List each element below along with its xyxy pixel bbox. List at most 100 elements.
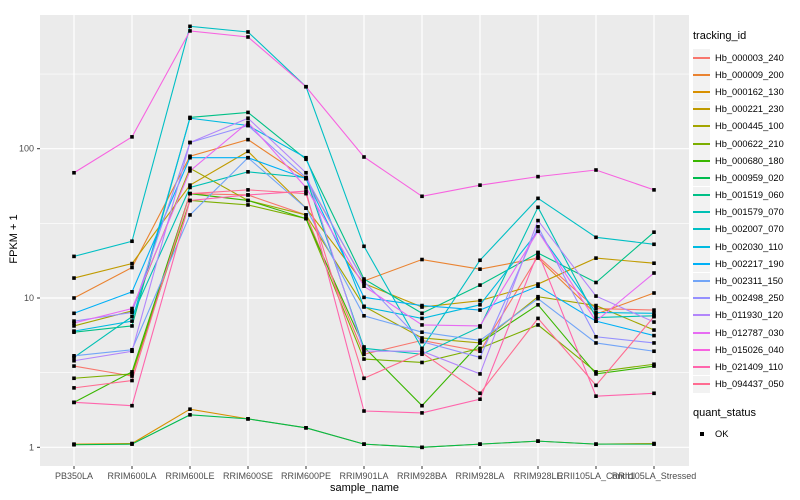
data-point-Hb_012787_030: [304, 185, 308, 190]
y-tick-label: 100: [19, 144, 34, 154]
data-point-Hb_000959_020: [72, 442, 76, 447]
data-point-Hb_021409_110: [72, 400, 76, 405]
data-point-Hb_000445_100: [304, 213, 308, 217]
data-point-Hb_021409_110: [246, 193, 250, 197]
data-point-Hb_002311_150: [594, 341, 598, 345]
data-point-Hb_002030_110: [304, 155, 308, 160]
data-point-Hb_094437_050: [362, 376, 366, 381]
x-tick-label: RRIM928BA: [397, 471, 447, 481]
x-tick-label: PB350LA: [55, 471, 93, 481]
data-point-Hb_002007_070: [536, 196, 540, 201]
x-tick-label: RRIM600LA: [107, 471, 156, 481]
data-point-Hb_002498_250: [304, 175, 308, 180]
data-point-Hb_002498_250: [130, 310, 134, 315]
data-point-Hb_000009_200: [246, 137, 250, 142]
data-point-Hb_094437_050: [594, 383, 598, 388]
data-point-Hb_000959_020: [362, 442, 366, 446]
data-point-Hb_001519_060: [478, 283, 482, 287]
data-point-Hb_094437_050: [304, 191, 308, 196]
data-point-Hb_002007_070: [420, 346, 424, 351]
legend-label: Hb_000009_200: [715, 69, 784, 80]
data-point-Hb_001579_070: [362, 346, 366, 351]
data-point-Hb_000221_230: [536, 282, 540, 286]
data-point-Hb_002030_110: [420, 316, 424, 321]
data-point-Hb_000680_180: [246, 198, 250, 203]
data-point-Hb_000680_180: [478, 341, 482, 345]
data-point-Hb_001519_060: [594, 280, 598, 285]
data-point-Hb_012787_030: [536, 229, 540, 234]
legend-label: Hb_000003_240: [715, 52, 784, 63]
data-point-Hb_000445_100: [188, 166, 192, 171]
legend-label: Hb_000445_100: [715, 121, 784, 132]
data-point-Hb_002217_190: [536, 284, 540, 288]
data-point-Hb_002030_110: [188, 116, 192, 121]
legend-key-line-icon: [693, 100, 710, 118]
legend-label: Hb_002498_250: [715, 293, 784, 304]
data-point-Hb_000959_020: [652, 442, 656, 446]
legend-label: Hb_094437_050: [715, 379, 784, 390]
data-point-Hb_094437_050: [246, 188, 250, 192]
data-point-Hb_094437_050: [478, 391, 482, 396]
legend-title-tracking-id: tracking_id: [693, 30, 747, 42]
data-point-Hb_002030_110: [652, 311, 656, 316]
data-point-Hb_000680_180: [304, 216, 308, 221]
legend-item-Hb_001519_060: Hb_001519_060: [693, 186, 799, 204]
data-point-Hb_094437_050: [130, 378, 134, 383]
data-point-Hb_000622_210: [72, 376, 76, 381]
data-point-Hb_002007_070: [188, 24, 192, 29]
legend-key-line-icon: [693, 358, 710, 376]
data-point-Hb_012787_030: [594, 319, 598, 323]
data-point-Hb_002007_070: [594, 235, 598, 240]
data-point-Hb_015026_040: [188, 29, 192, 33]
data-point-Hb_000680_180: [594, 372, 598, 376]
data-point-Hb_000221_230: [188, 183, 192, 187]
data-point-Hb_015026_040: [594, 168, 598, 172]
data-point-Hb_000959_020: [536, 439, 540, 443]
data-point-Hb_001579_070: [536, 205, 540, 210]
legend-item-Hb_094437_050: Hb_094437_050: [693, 375, 799, 393]
data-point-Hb_000622_210: [652, 362, 656, 367]
legend-item-Hb_002217_190: Hb_002217_190: [693, 255, 799, 273]
quant-status-items: OK: [693, 426, 799, 443]
data-point-Hb_002311_150: [652, 349, 656, 354]
legend-key-line-icon: [693, 49, 710, 67]
data-point-Hb_012787_030: [652, 271, 656, 275]
data-point-Hb_000221_230: [72, 276, 76, 280]
legend-label: Hb_012787_030: [715, 327, 784, 338]
data-point-Hb_002311_150: [72, 354, 76, 358]
data-point-Hb_002030_110: [594, 310, 598, 315]
data-point-Hb_000959_020: [420, 445, 424, 450]
legend-key-line-icon: [693, 83, 710, 101]
data-point-Hb_002311_150: [246, 155, 250, 160]
data-point-Hb_002217_190: [478, 308, 482, 312]
data-point-Hb_000445_100: [652, 328, 656, 332]
data-point-Hb_000162_130: [188, 407, 192, 411]
data-point-Hb_021409_110: [594, 394, 598, 398]
data-point-Hb_021409_110: [130, 403, 134, 408]
legend-title-quant-status: quant_status: [693, 406, 756, 419]
data-point-Hb_021409_110: [478, 397, 482, 401]
data-point-Hb_000959_020: [304, 426, 308, 430]
legend-item-Hb_000622_210: Hb_000622_210: [693, 135, 799, 153]
data-point-Hb_011930_120: [536, 218, 540, 223]
legend-label: Hb_000680_180: [715, 155, 784, 166]
legend-item-Hb_001579_070: Hb_001579_070: [693, 203, 799, 221]
legend-item-Hb_000003_240: Hb_000003_240: [693, 49, 799, 67]
legend-key-line-icon: [693, 324, 710, 342]
legend-label: Hb_000162_130: [715, 86, 784, 97]
data-point-Hb_000622_210: [130, 372, 134, 376]
data-point-Hb_000009_200: [420, 257, 424, 262]
quant-status-item: OK: [693, 426, 799, 443]
data-point-Hb_094437_050: [420, 350, 424, 355]
legend-item-Hb_000445_100: Hb_000445_100: [693, 117, 799, 135]
data-point-Hb_001519_060: [246, 110, 250, 115]
data-point-Hb_015026_040: [362, 155, 366, 159]
data-point-Hb_000445_100: [536, 294, 540, 299]
legend-label: Hb_000622_210: [715, 138, 784, 149]
data-point-Hb_001519_060: [652, 230, 656, 234]
data-point-Hb_015026_040: [304, 84, 308, 89]
data-point-Hb_000221_230: [362, 281, 366, 286]
legend-key-line-icon: [693, 289, 710, 307]
legend-key-line-icon: [693, 306, 710, 324]
